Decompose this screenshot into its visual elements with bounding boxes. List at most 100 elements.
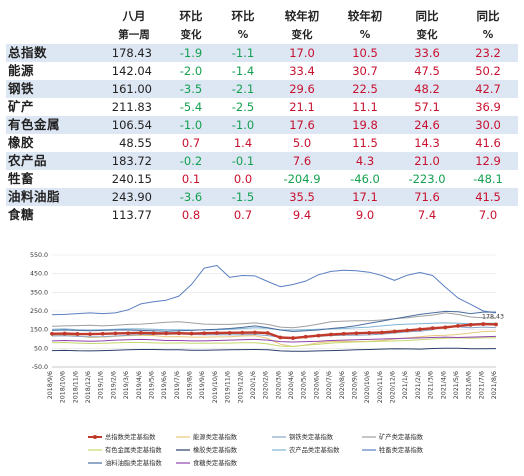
header-cell-7: 同比 xyxy=(458,6,518,25)
x-tick-label: 2021/4/6 xyxy=(440,371,447,399)
series-point xyxy=(303,334,308,339)
x-tick-label: 2020/3/6 xyxy=(275,371,282,399)
row-label: 牲畜 xyxy=(6,170,102,188)
x-tick-label: 2018/9/6 xyxy=(47,371,54,399)
header-cell-2: 环比 xyxy=(166,6,216,25)
legend-item: 总指数类定基指数 xyxy=(88,432,156,441)
x-tick-label: 2020/2/6 xyxy=(263,371,270,399)
cell-ytd: 17.0 xyxy=(270,44,334,62)
x-tick-label: 2019/8/6 xyxy=(187,371,194,399)
cell-week: 243.90 xyxy=(102,188,166,206)
cell-mom: -0.2 xyxy=(166,152,216,170)
x-tick-label: 2021/2/6 xyxy=(415,371,422,399)
series-line-矿产类定基指数 xyxy=(51,312,497,329)
y-tick-label: 450.0 xyxy=(30,271,48,278)
legend-item: 橡胶类定基指数 xyxy=(176,445,238,454)
x-tick-label: 2020/5/6 xyxy=(301,371,308,399)
series-point xyxy=(456,324,460,328)
header-cell-3: 环比 xyxy=(216,6,270,25)
table-row: 钢铁 161.00 -3.5 -2.1 29.6 22.5 48.2 42.7 xyxy=(6,80,518,98)
cell-yoy_pct: 23.2 xyxy=(458,44,518,62)
chart-annotation: 178.43 xyxy=(482,313,504,320)
cell-ytd_pct: 22.5 xyxy=(334,80,396,98)
cell-ytd: 5.0 xyxy=(270,134,334,152)
cell-ytd: 17.6 xyxy=(270,116,334,134)
x-tick-label: 2018/10/6 xyxy=(60,371,67,403)
row-label: 钢铁 xyxy=(6,80,102,98)
x-tick-label: 2021/5/6 xyxy=(453,371,460,399)
header-cell-5: 较年初 xyxy=(334,6,396,25)
legend-item: 有色金属类定基指数 xyxy=(88,445,162,454)
x-tick-label: 2019/2/6 xyxy=(110,371,117,399)
cell-ytd_pct: 4.3 xyxy=(334,152,396,170)
y-tick-label: 550.0 xyxy=(30,252,48,259)
subheader-cell-2: 变化 xyxy=(166,25,216,44)
x-tick-label: 2020/9/6 xyxy=(351,371,358,399)
row-label: 总指数 xyxy=(6,44,102,62)
table-row: 总指数 178.43 -1.9 -1.1 17.0 10.5 33.6 23.2 xyxy=(6,44,518,62)
x-tick-label: 2019/10/6 xyxy=(212,371,219,403)
cell-mom_pct: -2.5 xyxy=(216,98,270,116)
table-row: 有色金属 106.54 -1.0 -1.0 17.6 19.8 24.6 30.0 xyxy=(6,116,518,134)
cell-yoy_pct: 7.0 xyxy=(458,206,518,224)
cell-ytd: -204.9 xyxy=(270,170,334,188)
x-tick-label: 2021/7/6 xyxy=(478,371,485,399)
cell-ytd: 29.6 xyxy=(270,80,334,98)
cell-yoy_pct: 42.7 xyxy=(458,80,518,98)
cell-yoy: 24.6 xyxy=(396,116,458,134)
cell-week: 240.15 xyxy=(102,170,166,188)
cell-mom_pct: -1.5 xyxy=(216,188,270,206)
x-tick-label: 2019/7/6 xyxy=(174,371,181,399)
subheader-cell-7: % xyxy=(458,25,518,44)
series-point xyxy=(278,335,283,340)
chart-series-lines xyxy=(50,265,498,352)
cell-mom: -3.5 xyxy=(166,80,216,98)
legend-label: 钢铁类定基指数 xyxy=(289,432,334,441)
commodity-index-table: 八月 环比 环比 较年初 较年初 同比 同比 第一周 变化% 变化% 变化% 总指数 178.43-… xyxy=(6,6,518,224)
cell-mom: 0.7 xyxy=(166,134,216,152)
series-point xyxy=(379,330,384,335)
cell-yoy_pct: 12.9 xyxy=(458,152,518,170)
cell-mom_pct: 0.0 xyxy=(216,170,270,188)
table-row: 食糖 113.77 0.8 0.7 9.4 9.0 7.4 7.0 xyxy=(6,206,518,224)
x-tick-label: 2020/6/6 xyxy=(313,371,320,399)
x-axis: 2018/9/6 2018/10/6 2018/11/6 2018/12/6 2019/… xyxy=(47,366,498,403)
series-point xyxy=(240,330,245,335)
legend-label: 矿产类定基指数 xyxy=(379,432,424,441)
series-point xyxy=(329,332,333,337)
table-header-row: 八月 环比 环比 较年初 较年初 同比 同比 xyxy=(6,6,518,25)
cell-yoy_pct: 50.2 xyxy=(458,62,518,80)
x-tick-label: 2020/11/6 xyxy=(377,371,384,403)
legend-item: 矿产类定基指数 xyxy=(362,432,424,441)
series-point xyxy=(176,331,181,336)
row-label: 农产品 xyxy=(6,152,102,170)
cell-yoy_pct: 30.0 xyxy=(458,116,518,134)
legend-item: 油料油脂类定基指数 xyxy=(88,458,162,467)
legend-item: 钢铁类定基指数 xyxy=(272,432,334,441)
series-point xyxy=(164,331,169,336)
index-line-chart: -50.0 50.0 150.0 250.0 350.0 450.0 550.0 2018/… xyxy=(30,252,504,467)
series-point xyxy=(202,331,207,336)
cell-yoy_pct: 41.5 xyxy=(458,188,518,206)
series-point xyxy=(62,331,67,336)
cell-mom_pct: -1.4 xyxy=(216,62,270,80)
cell-mom_pct: -0.1 xyxy=(216,152,270,170)
cell-yoy_pct: -48.1 xyxy=(458,170,518,188)
cell-yoy_pct: 36.9 xyxy=(458,98,518,116)
cell-week: 183.72 xyxy=(102,152,166,170)
cell-yoy: 7.4 xyxy=(396,206,458,224)
series-point xyxy=(138,330,143,335)
cell-mom: 0.1 xyxy=(166,170,216,188)
series-line-油料油脂类定基指数 xyxy=(51,310,496,332)
cell-mom_pct: 1.4 xyxy=(216,134,270,152)
cell-mom_pct: -2.1 xyxy=(216,80,270,98)
y-axis: -50.0 50.0 150.0 250.0 350.0 450.0 550.0 xyxy=(30,252,48,371)
series-point xyxy=(189,331,194,336)
cell-ytd: 33.4 xyxy=(270,62,334,80)
cell-yoy: -223.0 xyxy=(396,170,458,188)
row-label: 油料油脂 xyxy=(6,188,102,206)
series-point xyxy=(113,331,118,336)
subheader-cell-5: % xyxy=(334,25,396,44)
cell-mom: -5.4 xyxy=(166,98,216,116)
cell-yoy: 14.3 xyxy=(396,134,458,152)
